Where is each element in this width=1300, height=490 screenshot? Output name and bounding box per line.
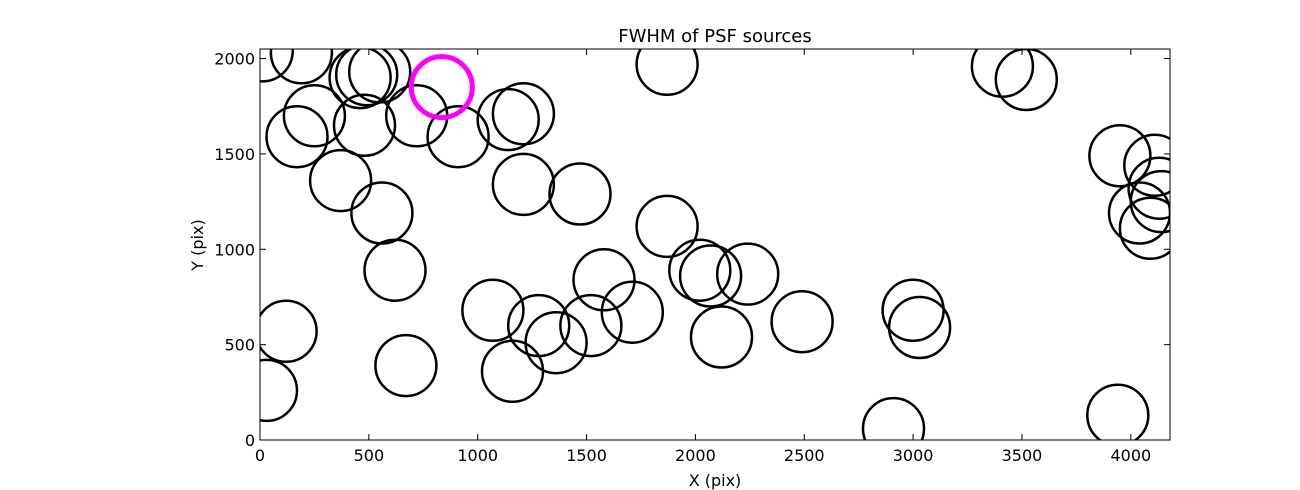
x-tick-label: 500	[354, 446, 385, 465]
x-tick-label: 2000	[675, 446, 716, 465]
psf-source-circle	[635, 49, 699, 97]
psf-sources	[260, 49, 1170, 440]
x-tick-label: 4000	[1110, 446, 1151, 465]
psf-source-circle	[282, 84, 347, 148]
highlighted-source-circle	[408, 54, 475, 121]
psf-source-circle	[770, 289, 834, 354]
y-tick-label: 2000	[214, 50, 255, 69]
psf-source-circle	[600, 280, 665, 344]
y-tick-label: 1500	[214, 145, 255, 164]
psf-source-circle	[1129, 169, 1170, 234]
plot-frame	[259, 48, 1171, 441]
psf-source-circle	[559, 293, 623, 358]
psf-source-circle	[1123, 133, 1170, 198]
psf-source-circle	[308, 148, 373, 213]
y-axis-label: Y (pix)	[188, 219, 207, 271]
psf-source-circle	[491, 82, 556, 146]
psf-source-circle	[861, 396, 926, 440]
x-tick-label: 0	[255, 446, 265, 465]
psf-source-circle	[260, 49, 294, 83]
x-tick-label: 1500	[566, 446, 607, 465]
psf-source-circle	[524, 310, 588, 375]
psf-source-circle	[1118, 196, 1170, 261]
psf-source-circle	[715, 242, 780, 306]
psf-source-circle	[260, 299, 318, 364]
psf-source-circle	[881, 278, 945, 343]
x-tick-label: 2500	[784, 446, 825, 465]
psf-source-circle	[269, 49, 334, 85]
psf-source-circle	[265, 104, 329, 169]
psf-source-circle	[426, 104, 490, 169]
y-tick-label: 1000	[214, 240, 255, 259]
psf-source-circle	[678, 244, 743, 308]
psf-source-circle	[332, 93, 397, 158]
psf-source-circle	[572, 248, 636, 312]
psf-source-circle	[1088, 124, 1152, 188]
psf-source-circle	[548, 162, 612, 226]
y-tick-label: 0	[245, 431, 255, 450]
psf-source-circle	[480, 339, 545, 404]
chart-title: FWHM of PSF sources	[618, 26, 812, 47]
psf-source-circle	[635, 194, 699, 259]
psf-source-circle	[1127, 156, 1170, 220]
psf-source-circle	[970, 49, 1035, 98]
psf-source-circle	[461, 278, 525, 343]
x-tick-label: 3000	[893, 446, 934, 465]
psf-source-circle	[476, 87, 540, 152]
psf-source-circle	[689, 305, 754, 369]
psf-source-circle	[334, 49, 399, 107]
psf-source-circle	[260, 358, 299, 423]
psf-source-circle	[491, 152, 556, 217]
x-tick-label: 3500	[1002, 446, 1043, 465]
x-tick-label: 1000	[457, 446, 498, 465]
axis-ticks: 0 500 1000 1500 2000 2500 3000 3500 4000 0 500 1000…	[214, 49, 1170, 465]
psf-source-circle	[350, 181, 414, 245]
psf-source-circle	[668, 238, 732, 302]
psf-source-circle	[374, 333, 438, 398]
psf-source-circle	[1086, 383, 1150, 440]
psf-source-circle	[328, 49, 392, 110]
psf-source-circle	[363, 238, 427, 302]
y-tick-label: 500	[224, 336, 255, 355]
psf-source-circle	[887, 295, 952, 360]
psf-source-circle	[994, 49, 1059, 112]
psf-source-circle	[347, 49, 412, 104]
psf-source-circle	[1107, 181, 1170, 245]
x-axis-label: X (pix)	[689, 471, 742, 490]
